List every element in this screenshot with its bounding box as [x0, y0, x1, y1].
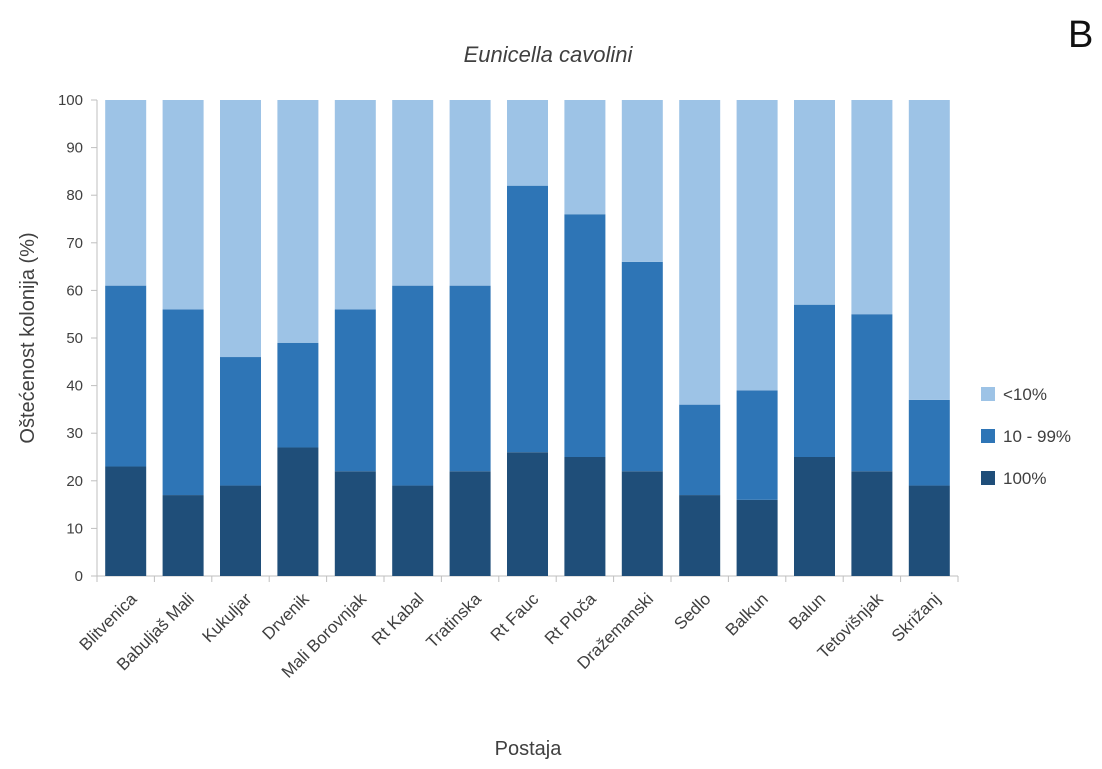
bar-segment — [564, 457, 606, 576]
bar-segment — [449, 285, 491, 472]
bar-segment — [794, 100, 835, 305]
legend: <10% 10 - 99% 100% — [981, 385, 1071, 488]
bar-segment — [162, 309, 204, 496]
bar-segment — [392, 100, 434, 286]
y-tick-label: 70 — [66, 235, 83, 252]
bar-segment — [334, 471, 376, 576]
x-tick-label: Balun — [785, 589, 829, 633]
x-tick-label: Kukuljar — [198, 589, 255, 646]
bar-segment — [679, 495, 721, 576]
bar-segment — [162, 100, 204, 310]
y-tick-label: 40 — [66, 378, 83, 395]
bar-segment — [449, 471, 491, 576]
bar-segment — [277, 100, 319, 343]
y-tick-label: 30 — [66, 425, 83, 442]
bar-segment — [621, 261, 663, 472]
bar-segment — [162, 495, 204, 576]
x-axis-label: Postaja — [495, 738, 563, 760]
legend-label: 10 - 99% — [1003, 427, 1071, 446]
y-axis-label: Oštećenost kolonija (%) — [17, 232, 39, 443]
bar-segment — [794, 304, 835, 457]
bar-segment — [794, 457, 835, 576]
y-tick-label: 50 — [66, 330, 83, 347]
bar-segment — [679, 404, 721, 496]
bars — [105, 100, 950, 576]
x-tick-label: Sedlo — [670, 589, 714, 633]
legend-swatch — [981, 471, 995, 485]
panel-label: B — [1068, 14, 1094, 56]
x-tick-label: Skrižanj — [888, 589, 944, 645]
bar-segment — [851, 314, 893, 472]
bar-segment — [621, 100, 663, 262]
bar-segment — [449, 100, 491, 286]
bar-segment — [851, 471, 893, 576]
bar-segment — [679, 100, 721, 405]
x-tick-label: Tratinska — [423, 589, 486, 652]
bar-segment — [736, 499, 778, 576]
legend-label: <10% — [1003, 385, 1047, 404]
bar-segment — [220, 485, 261, 576]
y-tick-label: 80 — [66, 187, 83, 204]
x-tick-label: Rt Ploča — [541, 589, 600, 648]
bar-segment — [220, 100, 261, 358]
bar-segment — [851, 100, 893, 315]
y-tick-label: 0 — [75, 568, 83, 585]
bar-segment — [277, 342, 319, 448]
bar-segment — [621, 471, 663, 576]
bar-segment — [908, 485, 950, 576]
bar-segment — [334, 100, 376, 310]
y-tick-label: 10 — [66, 520, 83, 537]
bar-segment — [908, 399, 950, 486]
bar-segment — [105, 285, 147, 467]
bar-segment — [507, 100, 548, 186]
bar-segment — [908, 100, 950, 400]
bar-segment — [564, 100, 606, 215]
y-tick-label: 20 — [66, 473, 83, 490]
x-tick-label: Rt Fauc — [487, 589, 543, 645]
bar-segment — [564, 214, 606, 457]
bar-segment — [736, 100, 778, 391]
y-tick-label: 100 — [58, 92, 83, 109]
bar-segment — [507, 452, 548, 576]
bar-segment — [334, 309, 376, 472]
y-tick-label: 60 — [66, 282, 83, 299]
legend-label: 100% — [1003, 469, 1046, 488]
y-tick-label: 90 — [66, 140, 83, 157]
legend-swatch — [981, 387, 995, 401]
legend-swatch — [981, 429, 995, 443]
bar-segment — [392, 485, 434, 576]
bar-segment — [392, 285, 434, 486]
bar-segment — [507, 185, 548, 453]
bar-segment — [277, 447, 319, 576]
chart-title: Eunicella cavolini — [464, 42, 634, 67]
bar-segment — [105, 100, 147, 286]
x-tick-label: Drvenik — [259, 589, 314, 644]
bar-segment — [736, 390, 778, 500]
x-tick-label: Rt Kabal — [368, 589, 428, 649]
x-tick-label: Balkun — [722, 589, 772, 639]
y-axis: 0 10 20 30 40 50 60 70 80 90 100 — [58, 92, 98, 585]
bar-segment — [105, 466, 147, 576]
bar-segment — [220, 357, 261, 486]
